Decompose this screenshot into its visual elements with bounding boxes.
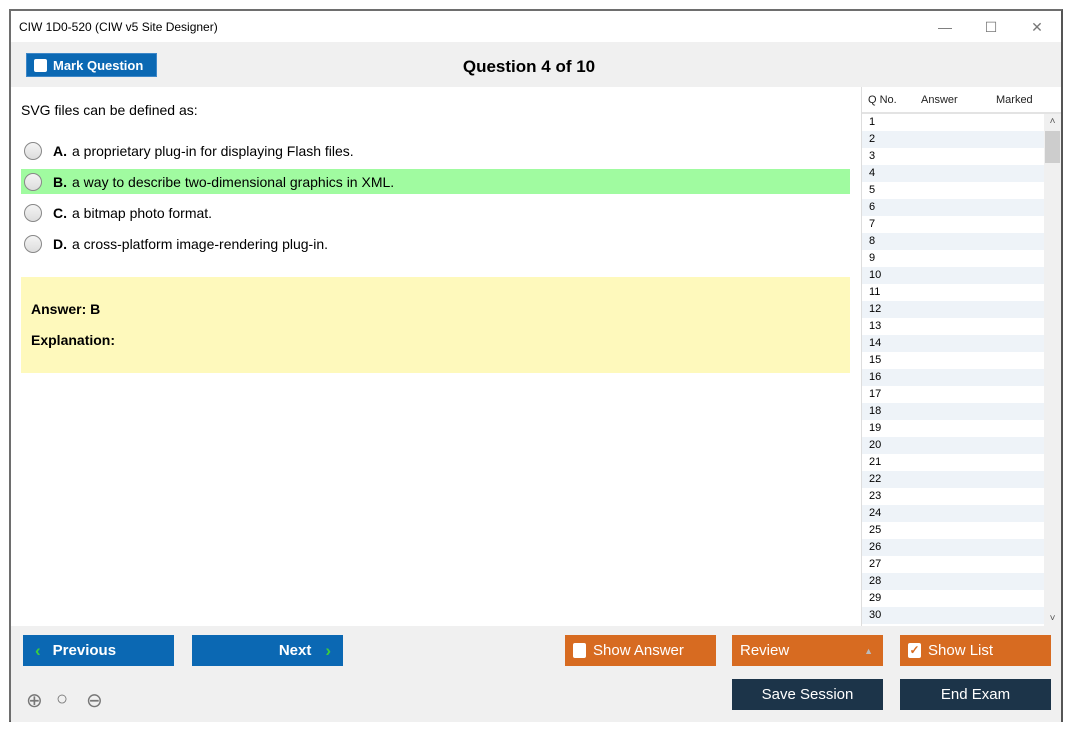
review-button[interactable]: Review ▲ [732,635,883,666]
answer-option[interactable]: A. a proprietary plug-in for displaying F… [21,138,850,163]
list-row[interactable]: 26 [862,539,1044,556]
mark-question-button[interactable]: Mark Question [26,53,157,77]
list-row[interactable]: 6 [862,199,1044,216]
checkbox-icon [573,643,586,658]
list-row[interactable]: 25 [869,524,882,536]
radio-button[interactable] [24,172,42,191]
list-row[interactable]: 28 [862,573,1044,590]
end-exam-button[interactable]: End Exam [900,679,1051,710]
question-title: Question 4 of 10 [462,57,596,76]
next-label: Next [278,642,312,659]
title-bar: CIW 1D0-520 (CIW v5 Site Designer) — ☐ ✕ [11,11,1061,42]
answer-option[interactable]: D. a cross-platform image-rendering plug-… [21,231,850,256]
window-title: CIW 1D0-520 (CIW v5 Site Designer) [19,20,218,34]
show-answer-button[interactable]: Show Answer [565,635,716,666]
maximize-button[interactable]: ☐ [984,19,998,35]
answer-option[interactable]: B. a way to describe two-dimensional grap… [21,169,850,194]
header-marked: Marked [996,93,1033,106]
list-row[interactable]: 17 [869,388,882,400]
list-row[interactable]: 22 [862,471,1044,488]
option-letter: D. [53,235,67,252]
list-row[interactable]: 30 [862,607,1044,624]
save-session-button[interactable]: Save Session [732,679,883,710]
explanation-label: Explanation: [31,332,116,348]
answer-box: Answer: B Explanation: [21,277,850,373]
chevron-right-icon: › [325,640,331,660]
list-row[interactable]: 12 [862,301,1044,318]
list-row[interactable]: 5 [869,184,876,196]
option-letter: A. [53,142,67,159]
list-row[interactable]: 16 [862,369,1044,386]
show-list-label: Show List [928,642,994,659]
list-row[interactable]: 13 [869,320,882,332]
option-text: a proprietary plug-in for displaying Fla… [72,142,354,159]
mark-question-label: Mark Question [53,57,144,73]
list-row[interactable]: 9 [869,252,876,264]
list-row[interactable]: 21 [869,456,882,468]
triangle-up-icon: ▲ [864,645,873,656]
list-row[interactable]: 24 [862,505,1044,522]
next-button[interactable]: Next › [192,635,343,666]
scroll-thumb[interactable] [1045,131,1060,163]
question-text: SVG files can be defined as: [21,102,198,118]
previous-label: Previous [52,642,117,659]
list-row[interactable]: 14 [862,335,1044,352]
list-row[interactable]: 27 [869,558,882,570]
answer-option[interactable]: C. a bitmap photo format. [21,200,850,225]
list-row[interactable]: 15 [869,354,882,366]
list-row[interactable]: 3 [869,150,876,162]
radio-button[interactable] [24,203,42,222]
list-header: Q No. Answer Marked [862,87,1061,114]
question-list: Q No. Answer Marked 1 2 3 4 5 6 7 8 9 10 11 12 13 14 1… [861,87,1061,626]
scroll-up-icon[interactable]: ˄ [1049,116,1056,127]
list-row[interactable]: 2 [862,131,1044,148]
question-pane: SVG files can be defined as: A. a proprie… [11,87,861,626]
option-text: a cross-platform image-rendering plug-in… [72,235,328,252]
list-row[interactable]: 19 [869,422,882,434]
scroll-down-icon[interactable]: ˅ [1049,613,1056,624]
list-row[interactable]: 4 [862,165,1044,182]
review-label: Review [740,642,790,659]
list-row[interactable]: 23 [869,490,882,502]
header-qno: Q No. [868,93,897,106]
toolbar: Mark Question Question 4 of 10 [11,42,1061,87]
bottom-bar: ‹ Previous Next › Show Answer Review ▲ ✓ Sho… [11,626,1061,722]
minimize-button[interactable]: — [938,19,952,35]
list-row[interactable]: 20 [862,437,1044,454]
option-letter: B. [53,173,67,190]
radio-button[interactable] [24,234,42,253]
list-scrollbar[interactable]: ˄ ˅ [1044,114,1061,626]
option-text: a way to describe two-dimensional graphi… [72,173,395,190]
show-list-button[interactable]: ✓ Show List [900,635,1051,666]
previous-button[interactable]: ‹ Previous [23,635,174,666]
list-row[interactable]: 7 [869,218,876,230]
list-row[interactable]: 10 [862,267,1044,284]
header-answer: Answer [921,93,958,106]
close-button[interactable]: ✕ [1031,19,1043,35]
option-letter: C. [53,204,67,221]
show-answer-label: Show Answer [593,642,684,659]
option-text: a bitmap photo format. [72,204,213,221]
list-row[interactable]: 11 [869,286,881,298]
radio-button[interactable] [24,141,42,160]
list-row[interactable]: 8 [862,233,1044,250]
app-window: CIW 1D0-520 (CIW v5 Site Designer) — ☐ ✕… [9,9,1063,722]
list-row[interactable]: 18 [862,403,1044,420]
checkbox-icon [34,58,47,72]
zoom-in-icon[interactable]: ⊕ [26,690,43,712]
answer-label: Answer: B [31,301,101,317]
list-row[interactable]: 29 [869,592,882,604]
checkbox-checked-icon: ✓ [908,643,921,658]
chevron-left-icon: ‹ [35,640,41,660]
zoom-out-icon[interactable]: ⊖ [86,690,103,712]
zoom-reset-icon[interactable]: ○ [56,688,69,710]
list-row[interactable]: 1 [869,116,876,128]
